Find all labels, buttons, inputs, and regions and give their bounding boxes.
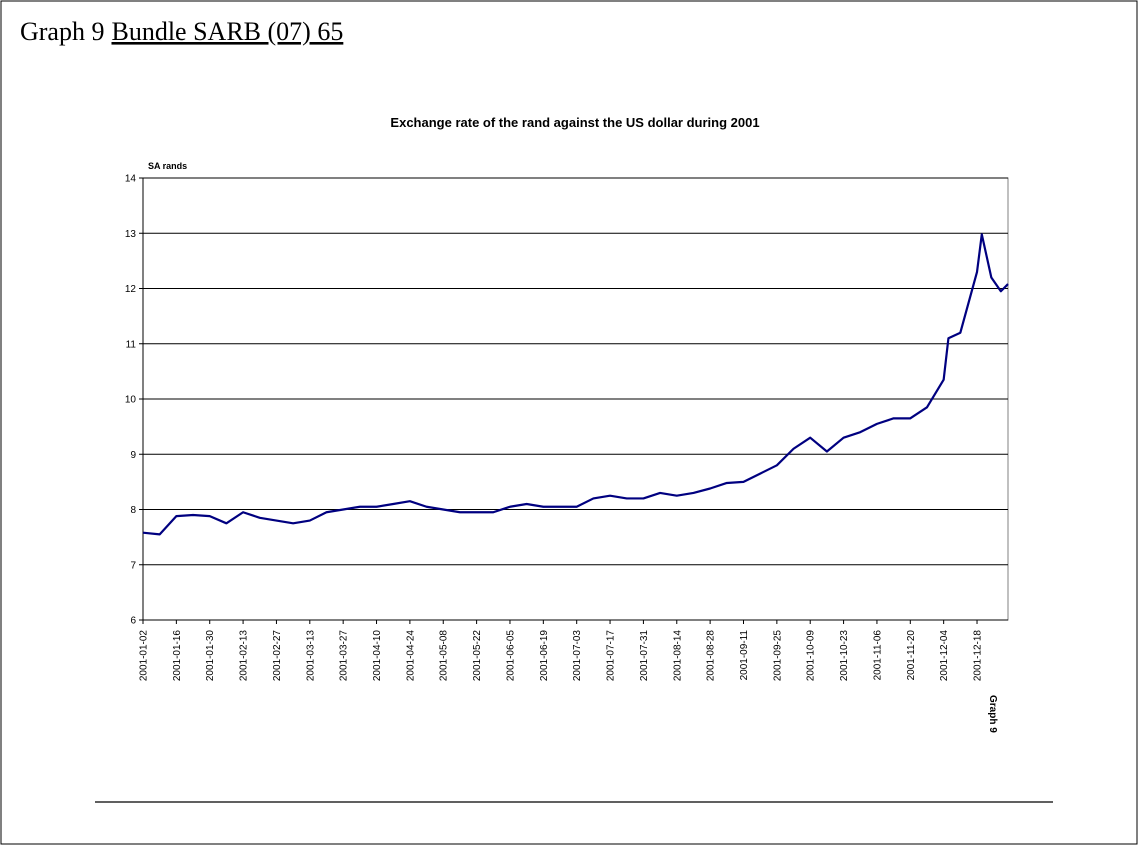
x-tick-label: 2001-08-14 bbox=[672, 630, 683, 682]
x-tick-label: 2001-04-24 bbox=[405, 630, 416, 682]
x-tick-label: 2001-05-22 bbox=[472, 630, 483, 682]
line-series bbox=[142, 233, 1009, 536]
x-tick-label: 2001-03-27 bbox=[339, 630, 350, 682]
x-tick-label: 2001-01-30 bbox=[205, 630, 216, 682]
y-tick-label: 11 bbox=[126, 339, 137, 350]
x-tick-label: 2001-07-03 bbox=[572, 630, 583, 682]
y-tick-label: 7 bbox=[130, 560, 136, 571]
x-tick-label: 2001-07-31 bbox=[639, 630, 650, 682]
x-tick-label: 2001-12-18 bbox=[973, 630, 984, 682]
side-label: Graph 9 bbox=[987, 695, 998, 733]
x-tick-label: 2001-12-04 bbox=[939, 630, 950, 682]
header-prefix: Graph 9 bbox=[20, 17, 104, 46]
y-tick-label: 9 bbox=[130, 450, 136, 461]
x-tick-label: 2001-06-19 bbox=[539, 630, 550, 682]
y-axis-label: SA rands bbox=[148, 161, 187, 171]
x-tick-label: 2001-02-13 bbox=[239, 630, 250, 682]
y-tick-label: 8 bbox=[130, 505, 136, 516]
x-tick-label: 2001-03-13 bbox=[305, 630, 316, 682]
x-tick-label: 2001-04-10 bbox=[372, 630, 383, 682]
x-tick-label: 2001-02-27 bbox=[272, 630, 283, 682]
x-tick-label: 2001-10-23 bbox=[839, 630, 850, 682]
x-tick-label: 2001-05-08 bbox=[439, 630, 450, 682]
x-tick-label: 2001-06-05 bbox=[505, 630, 516, 682]
header-link: Bundle SARB (07) 65 bbox=[111, 17, 343, 46]
y-tick-label: 10 bbox=[125, 395, 137, 406]
x-tick-label: 2001-07-17 bbox=[606, 630, 617, 682]
x-tick-label: 2001-08-28 bbox=[706, 630, 717, 682]
y-tick-label: 12 bbox=[125, 284, 137, 295]
chart-title: Exchange rate of the rand against the US… bbox=[390, 115, 759, 130]
x-tick-label: 2001-11-20 bbox=[906, 630, 917, 681]
y-tick-label: 13 bbox=[125, 229, 137, 240]
x-tick-label: 2001-01-16 bbox=[172, 630, 183, 682]
x-tick-label: 2001-11-06 bbox=[872, 630, 883, 681]
x-tick-label: 2001-09-25 bbox=[772, 630, 783, 682]
x-tick-label: 2001-01-02 bbox=[139, 630, 150, 682]
x-tick-label: 2001-10-09 bbox=[806, 630, 817, 682]
y-tick-label: 14 bbox=[125, 174, 137, 185]
x-tick-label: 2001-09-11 bbox=[739, 630, 750, 681]
y-tick-label: 6 bbox=[130, 616, 136, 627]
header: Graph 9 Bundle SARB (07) 65 bbox=[20, 17, 343, 46]
